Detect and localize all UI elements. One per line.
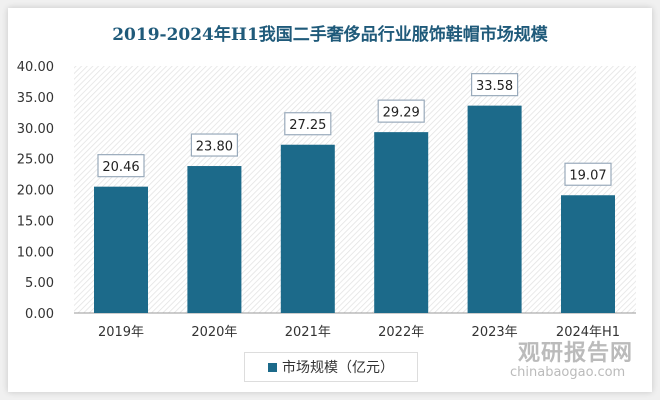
bar xyxy=(280,144,335,313)
legend-swatch xyxy=(268,362,277,372)
y-tick-label: 5.00 xyxy=(25,276,54,291)
data-label: 33.58 xyxy=(476,79,513,94)
data-label: 29.29 xyxy=(383,106,420,121)
legend-label: 市场规模（亿元） xyxy=(282,360,394,376)
y-tick-label: 15.00 xyxy=(17,214,54,229)
data-label-box xyxy=(284,112,332,136)
bar xyxy=(561,195,615,313)
watermark-cn: 观研报告网 xyxy=(518,341,634,366)
y-tick-label: 30.00 xyxy=(17,122,54,137)
chart-title: 2019-2024年H1我国二手奢侈品行业服饰鞋帽市场规模 xyxy=(112,25,548,45)
data-label-box xyxy=(190,133,238,157)
x-tick-label: 2024年H1 xyxy=(556,325,620,340)
data-label-box xyxy=(564,162,612,186)
y-tick-label: 25.00 xyxy=(17,153,54,168)
legend: 市场规模（亿元） xyxy=(244,352,418,382)
data-label-box xyxy=(471,73,519,97)
data-label-box xyxy=(377,99,425,123)
plot-area xyxy=(74,66,636,313)
x-tick-label: 2021年 xyxy=(285,325,331,340)
x-tick-label: 2022年 xyxy=(378,325,424,340)
x-tick-label: 2020年 xyxy=(191,325,237,340)
bar xyxy=(187,166,242,313)
data-label: 20.46 xyxy=(102,160,139,175)
bar xyxy=(94,186,148,313)
y-tick-label: 35.00 xyxy=(17,91,54,106)
bar xyxy=(374,132,429,313)
x-tick-label: 2023年 xyxy=(472,325,518,340)
watermark-en: chinabaogao.com xyxy=(510,365,626,380)
x-tick-label: 2019年 xyxy=(98,325,144,340)
data-label: 27.25 xyxy=(289,118,326,133)
watermark-logo: 观研报告网 chinabaogao.com xyxy=(470,335,633,380)
data-label: 23.80 xyxy=(196,140,233,155)
data-label: 19.07 xyxy=(569,169,606,184)
y-tick-label: 10.00 xyxy=(17,245,54,260)
y-tick-label: 20.00 xyxy=(17,184,54,199)
y-tick-label: 40.00 xyxy=(17,60,54,75)
y-tick-label: 0.00 xyxy=(25,307,54,322)
bar xyxy=(467,105,522,314)
data-label-box xyxy=(97,154,145,178)
